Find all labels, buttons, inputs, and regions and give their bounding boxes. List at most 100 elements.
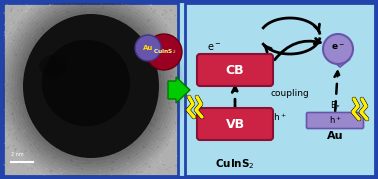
Ellipse shape: [60, 150, 62, 152]
Ellipse shape: [87, 56, 89, 57]
Ellipse shape: [97, 155, 98, 157]
Ellipse shape: [33, 64, 34, 66]
Ellipse shape: [175, 145, 177, 146]
Ellipse shape: [69, 60, 70, 61]
Ellipse shape: [65, 19, 66, 21]
Ellipse shape: [5, 22, 6, 24]
Ellipse shape: [122, 29, 125, 30]
Ellipse shape: [176, 137, 177, 139]
Ellipse shape: [147, 27, 149, 29]
Ellipse shape: [116, 79, 117, 81]
Ellipse shape: [55, 11, 56, 13]
Ellipse shape: [18, 152, 19, 154]
Ellipse shape: [102, 111, 105, 113]
Ellipse shape: [70, 148, 71, 149]
Ellipse shape: [71, 63, 73, 66]
Ellipse shape: [34, 98, 36, 99]
Ellipse shape: [46, 130, 48, 131]
Ellipse shape: [60, 173, 62, 174]
Ellipse shape: [57, 105, 58, 106]
Ellipse shape: [36, 68, 39, 70]
Ellipse shape: [142, 85, 143, 87]
Text: h$^+$: h$^+$: [328, 115, 341, 126]
Ellipse shape: [136, 15, 137, 18]
Ellipse shape: [149, 76, 150, 79]
Ellipse shape: [169, 71, 170, 73]
Ellipse shape: [3, 164, 5, 166]
Ellipse shape: [83, 117, 84, 118]
Ellipse shape: [154, 147, 155, 148]
Ellipse shape: [81, 64, 82, 66]
Ellipse shape: [143, 18, 144, 19]
Ellipse shape: [7, 169, 9, 170]
Ellipse shape: [66, 117, 67, 118]
Ellipse shape: [85, 144, 88, 145]
Ellipse shape: [146, 78, 149, 79]
Ellipse shape: [133, 142, 135, 143]
Ellipse shape: [54, 53, 56, 54]
Ellipse shape: [74, 50, 75, 52]
Ellipse shape: [133, 170, 134, 172]
Ellipse shape: [152, 74, 154, 75]
Ellipse shape: [61, 100, 64, 102]
Ellipse shape: [112, 50, 113, 51]
Ellipse shape: [36, 104, 38, 105]
Ellipse shape: [12, 118, 14, 120]
Ellipse shape: [134, 110, 135, 112]
Ellipse shape: [140, 35, 141, 37]
Ellipse shape: [82, 133, 84, 134]
Ellipse shape: [129, 97, 130, 98]
Ellipse shape: [108, 55, 109, 56]
Ellipse shape: [53, 139, 54, 141]
Ellipse shape: [56, 53, 59, 54]
Ellipse shape: [45, 123, 46, 125]
Ellipse shape: [11, 1, 171, 171]
Ellipse shape: [18, 141, 21, 142]
Ellipse shape: [98, 19, 100, 20]
Ellipse shape: [17, 49, 18, 51]
Ellipse shape: [14, 132, 16, 134]
Ellipse shape: [73, 79, 74, 81]
Ellipse shape: [25, 154, 26, 155]
Ellipse shape: [134, 138, 135, 140]
Ellipse shape: [135, 58, 137, 60]
Ellipse shape: [111, 59, 113, 61]
Ellipse shape: [141, 130, 142, 131]
Ellipse shape: [71, 87, 73, 89]
Ellipse shape: [15, 150, 16, 152]
Ellipse shape: [98, 78, 99, 80]
Ellipse shape: [119, 128, 120, 130]
Ellipse shape: [31, 151, 33, 152]
Ellipse shape: [76, 26, 77, 27]
Ellipse shape: [81, 97, 82, 100]
Ellipse shape: [125, 56, 127, 58]
Ellipse shape: [142, 115, 143, 117]
Ellipse shape: [100, 22, 102, 23]
Ellipse shape: [54, 157, 56, 159]
Ellipse shape: [163, 164, 165, 165]
Ellipse shape: [4, 13, 5, 15]
Ellipse shape: [16, 138, 17, 140]
Ellipse shape: [113, 77, 115, 78]
Ellipse shape: [128, 127, 129, 129]
Ellipse shape: [157, 52, 159, 53]
Ellipse shape: [119, 109, 121, 110]
Ellipse shape: [86, 167, 88, 168]
Ellipse shape: [60, 172, 62, 174]
Ellipse shape: [27, 168, 29, 170]
Ellipse shape: [135, 67, 136, 69]
Ellipse shape: [175, 170, 177, 171]
Ellipse shape: [123, 130, 126, 131]
Ellipse shape: [169, 18, 171, 20]
Ellipse shape: [37, 153, 38, 155]
Ellipse shape: [112, 63, 113, 64]
Ellipse shape: [128, 122, 129, 124]
Ellipse shape: [34, 156, 36, 157]
Ellipse shape: [34, 13, 35, 14]
Ellipse shape: [52, 125, 54, 126]
Ellipse shape: [88, 162, 89, 164]
Ellipse shape: [105, 124, 106, 125]
Ellipse shape: [124, 172, 125, 173]
Ellipse shape: [97, 82, 99, 83]
Ellipse shape: [99, 132, 100, 135]
